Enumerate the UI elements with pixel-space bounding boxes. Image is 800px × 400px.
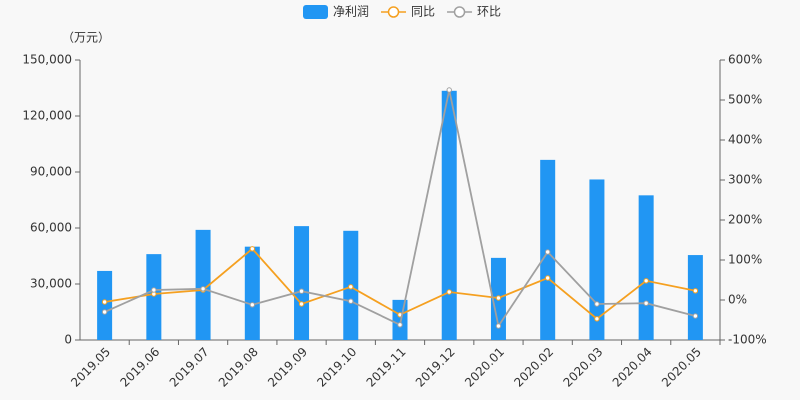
line-point: [298, 301, 305, 307]
bar: [195, 229, 211, 340]
line-point: [594, 316, 600, 322]
legend-swatch-dot: [387, 6, 400, 18]
line-point: [348, 284, 354, 290]
line-point: [594, 301, 600, 307]
line-point: [298, 288, 305, 294]
y2-tick-label: 400%: [728, 133, 762, 147]
y2-tick-label: 200%: [728, 213, 762, 227]
line-point: [200, 286, 206, 292]
bar: [589, 179, 605, 340]
legend-item: 环比: [447, 5, 501, 19]
x-tick-label: 2019.07: [167, 345, 212, 390]
line-point: [397, 322, 403, 328]
x-tick-label: 2020.01: [462, 345, 507, 390]
x-tick-label: 2020.03: [561, 345, 606, 390]
line-point: [692, 313, 699, 319]
bar: [97, 270, 113, 340]
y-tick-label: 0: [64, 333, 72, 347]
legend-label: 环比: [477, 5, 501, 19]
x-tick-label: 2019.11: [364, 345, 409, 390]
legend-swatch: [303, 5, 328, 19]
line-point: [101, 299, 108, 305]
y2-tick-label: 300%: [728, 173, 762, 187]
line-point: [446, 87, 452, 93]
x-tick-label: 2020.02: [511, 345, 556, 390]
y-tick-label: 60,000: [30, 221, 72, 235]
line-point: [544, 275, 551, 281]
x-tick-label: 2019.12: [413, 345, 458, 390]
bar: [294, 226, 310, 340]
line-point: [643, 300, 649, 306]
line-point: [101, 309, 108, 315]
y-tick-label: 90,000: [30, 165, 72, 179]
y-tick-label: 30,000: [30, 277, 72, 291]
y-tick-label: 150,000: [22, 53, 72, 67]
x-tick-label: 2019.05: [68, 345, 113, 390]
line-point: [249, 246, 256, 252]
x-tick-label: 2019.09: [265, 345, 310, 390]
line-point: [249, 302, 256, 308]
legend-label: 同比: [411, 5, 435, 19]
y-tick-label: 120,000: [22, 109, 72, 123]
line-point: [544, 249, 551, 255]
x-tick-label: 2019.06: [117, 345, 162, 390]
bar: [146, 254, 162, 340]
x-tick-label: 2019.08: [216, 345, 261, 390]
legend-item: 同比: [381, 5, 435, 19]
y2-tick-label: 500%: [728, 93, 762, 107]
legend-swatch-dot: [453, 6, 466, 18]
y2-tick-label: 600%: [728, 53, 762, 67]
y2-tick-label: 100%: [728, 253, 762, 267]
line-point: [643, 278, 649, 284]
legend-label: 净利润: [333, 5, 369, 19]
x-tick-label: 2019.10: [314, 345, 359, 390]
y2-tick-label: 0%: [728, 293, 747, 307]
line-point: [446, 289, 452, 295]
unit-label: （万元）: [62, 31, 110, 45]
legend-item: 净利润: [303, 5, 369, 19]
line-point: [151, 287, 157, 293]
line-point: [495, 323, 502, 329]
line-point: [692, 288, 699, 294]
line-point: [348, 298, 354, 304]
bar: [244, 246, 260, 340]
bar: [638, 195, 654, 340]
y2-tick-label: -100%: [728, 333, 767, 347]
bar: [687, 255, 703, 340]
bar: [441, 90, 457, 340]
x-tick-label: 2020.05: [659, 345, 704, 390]
bar: [392, 299, 408, 340]
x-tick-label: 2020.04: [610, 345, 655, 390]
line-point: [495, 295, 502, 301]
